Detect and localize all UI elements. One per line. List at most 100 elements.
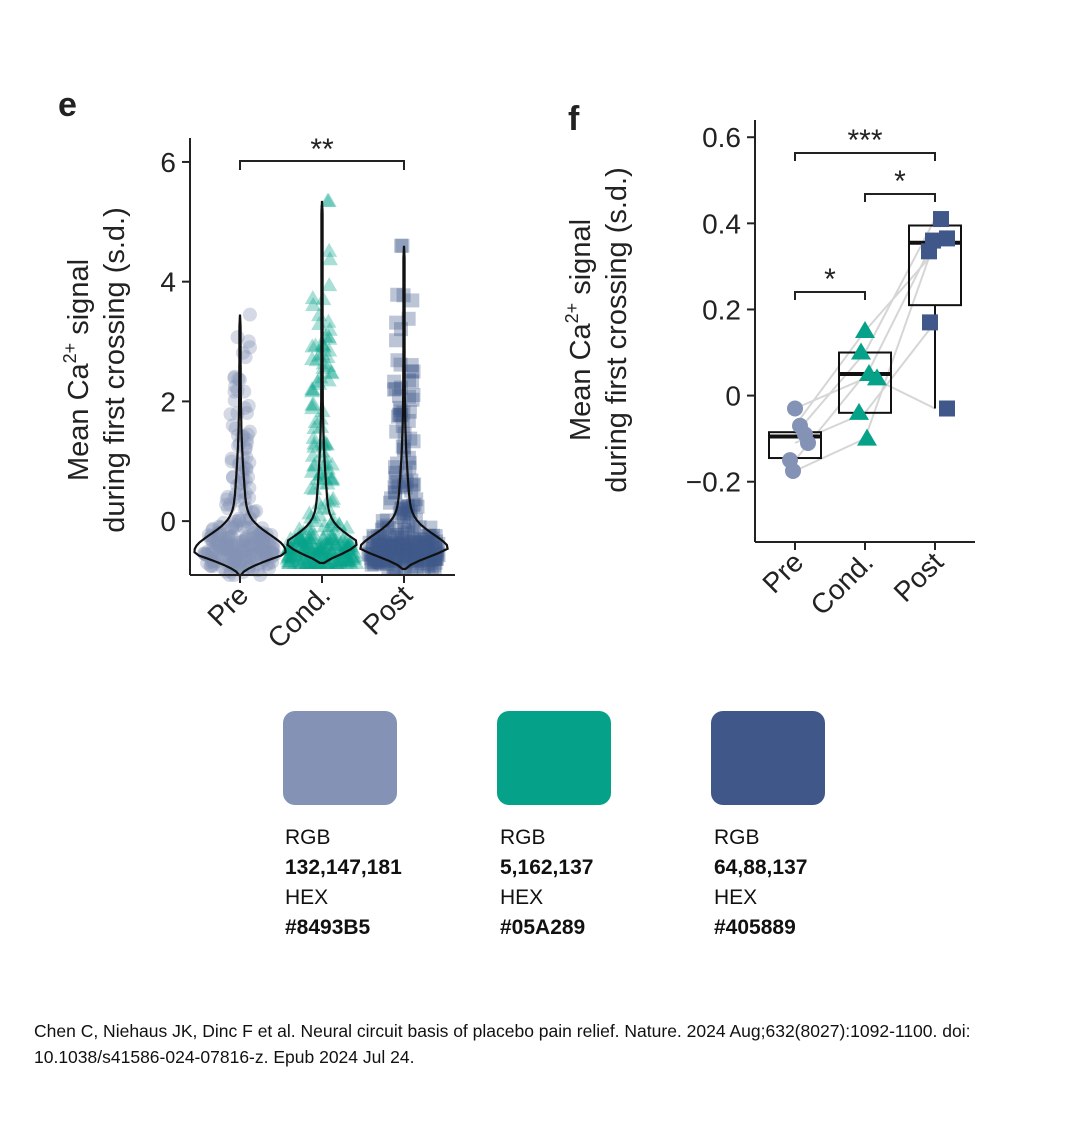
e-point-pre — [254, 543, 269, 558]
e-point-cond — [340, 540, 357, 555]
e-violin-pre — [193, 314, 287, 577]
e-point-pre — [242, 455, 257, 470]
e-point-post — [375, 544, 390, 559]
e-point-post — [427, 560, 442, 575]
e-point-cond — [332, 536, 349, 551]
e-point-cond — [324, 518, 341, 533]
e-point-pre — [238, 350, 253, 365]
e-point-pre — [217, 531, 232, 546]
e-point-post — [398, 522, 413, 537]
e-point-pre — [255, 542, 270, 557]
e-point-cond — [317, 454, 334, 469]
e-point-post — [394, 533, 409, 548]
e-point-cond — [291, 521, 308, 536]
e-point-pre — [226, 537, 241, 552]
e-point-post — [387, 552, 402, 567]
e-point-post — [388, 381, 403, 396]
e-point-cond — [295, 535, 312, 550]
e-point-cond — [292, 533, 309, 548]
e-ytick-label: 6 — [160, 147, 176, 178]
e-point-cond — [279, 550, 296, 565]
e-point-pre — [238, 442, 253, 457]
e-point-cond — [320, 313, 337, 328]
e-point-pre — [205, 542, 220, 557]
e-point-pre — [225, 521, 240, 536]
e-point-cond — [329, 529, 346, 544]
e-point-post — [382, 539, 397, 554]
e-point-post — [425, 552, 440, 567]
e-point-post — [381, 560, 396, 575]
e-point-cond — [322, 533, 339, 548]
e-point-cond — [307, 337, 324, 352]
e-point-post — [397, 549, 412, 564]
e-point-post — [392, 548, 407, 563]
e-point-pre — [223, 530, 238, 545]
e-point-pre — [211, 526, 226, 541]
e-point-post — [430, 543, 445, 558]
e-point-post — [387, 374, 402, 389]
e-point-pre — [232, 538, 247, 553]
e-point-post — [388, 560, 403, 575]
e-point-post — [410, 545, 425, 560]
e-point-post — [403, 547, 418, 562]
e-point-pre — [258, 543, 273, 558]
e-point-pre — [228, 547, 243, 562]
panel-f-label: f — [568, 100, 580, 138]
e-point-pre — [228, 560, 243, 575]
e-point-pre — [258, 546, 273, 561]
e-point-pre — [220, 538, 235, 553]
e-point-pre — [239, 543, 254, 558]
e-point-cond — [280, 553, 297, 568]
e-point-post — [402, 538, 417, 553]
e-point-pre — [232, 511, 247, 526]
e-point-post — [421, 558, 436, 573]
e-point-post — [418, 537, 433, 552]
e-point-cond — [336, 542, 353, 557]
e-point-post — [381, 521, 396, 536]
e-point-pre — [226, 517, 241, 532]
e-point-cond — [303, 543, 320, 558]
e-point-post — [405, 374, 420, 389]
e-point-post — [397, 538, 412, 553]
palette-info-3: RGB 64,88,137 HEX #405889 — [714, 823, 807, 943]
e-point-pre — [244, 546, 259, 561]
e-point-post — [367, 557, 382, 572]
e-point-cond — [331, 553, 348, 568]
e-point-cond — [304, 350, 321, 365]
e-point-post — [405, 526, 420, 541]
e-point-post — [390, 409, 405, 424]
e-point-pre — [234, 463, 249, 478]
e-point-post — [389, 520, 404, 535]
e-point-post — [367, 551, 382, 566]
e-point-post — [384, 538, 399, 553]
e-point-post — [387, 535, 402, 550]
f-ytick-label: −0.2 — [686, 467, 741, 498]
e-point-post — [395, 537, 410, 552]
e-point-cond — [325, 490, 342, 505]
e-point-cond — [311, 539, 328, 554]
e-point-cond — [306, 435, 323, 450]
e-point-cond — [313, 499, 330, 514]
e-point-cond — [301, 521, 318, 536]
e-point-cond — [328, 555, 345, 570]
e-point-pre — [211, 534, 226, 549]
e-point-post — [395, 548, 410, 563]
f-xtick-label: Post — [888, 546, 950, 608]
e-point-post — [377, 531, 392, 546]
e-point-post — [395, 501, 410, 516]
f-point-cond — [855, 321, 875, 338]
e-point-pre — [206, 545, 221, 560]
e-point-cond — [308, 513, 325, 528]
e-point-pre — [219, 537, 234, 552]
e-point-cond — [291, 555, 308, 570]
e-point-cond — [315, 529, 332, 544]
e-point-cond — [324, 470, 341, 485]
e-point-post — [428, 555, 443, 570]
e-point-cond — [300, 530, 317, 545]
e-point-post — [399, 547, 414, 562]
e-point-pre — [243, 539, 258, 554]
hex-value: #405889 — [714, 916, 796, 939]
e-xtick-label: Cond. — [261, 579, 336, 654]
e-point-post — [396, 541, 411, 556]
e-point-pre — [239, 406, 254, 421]
